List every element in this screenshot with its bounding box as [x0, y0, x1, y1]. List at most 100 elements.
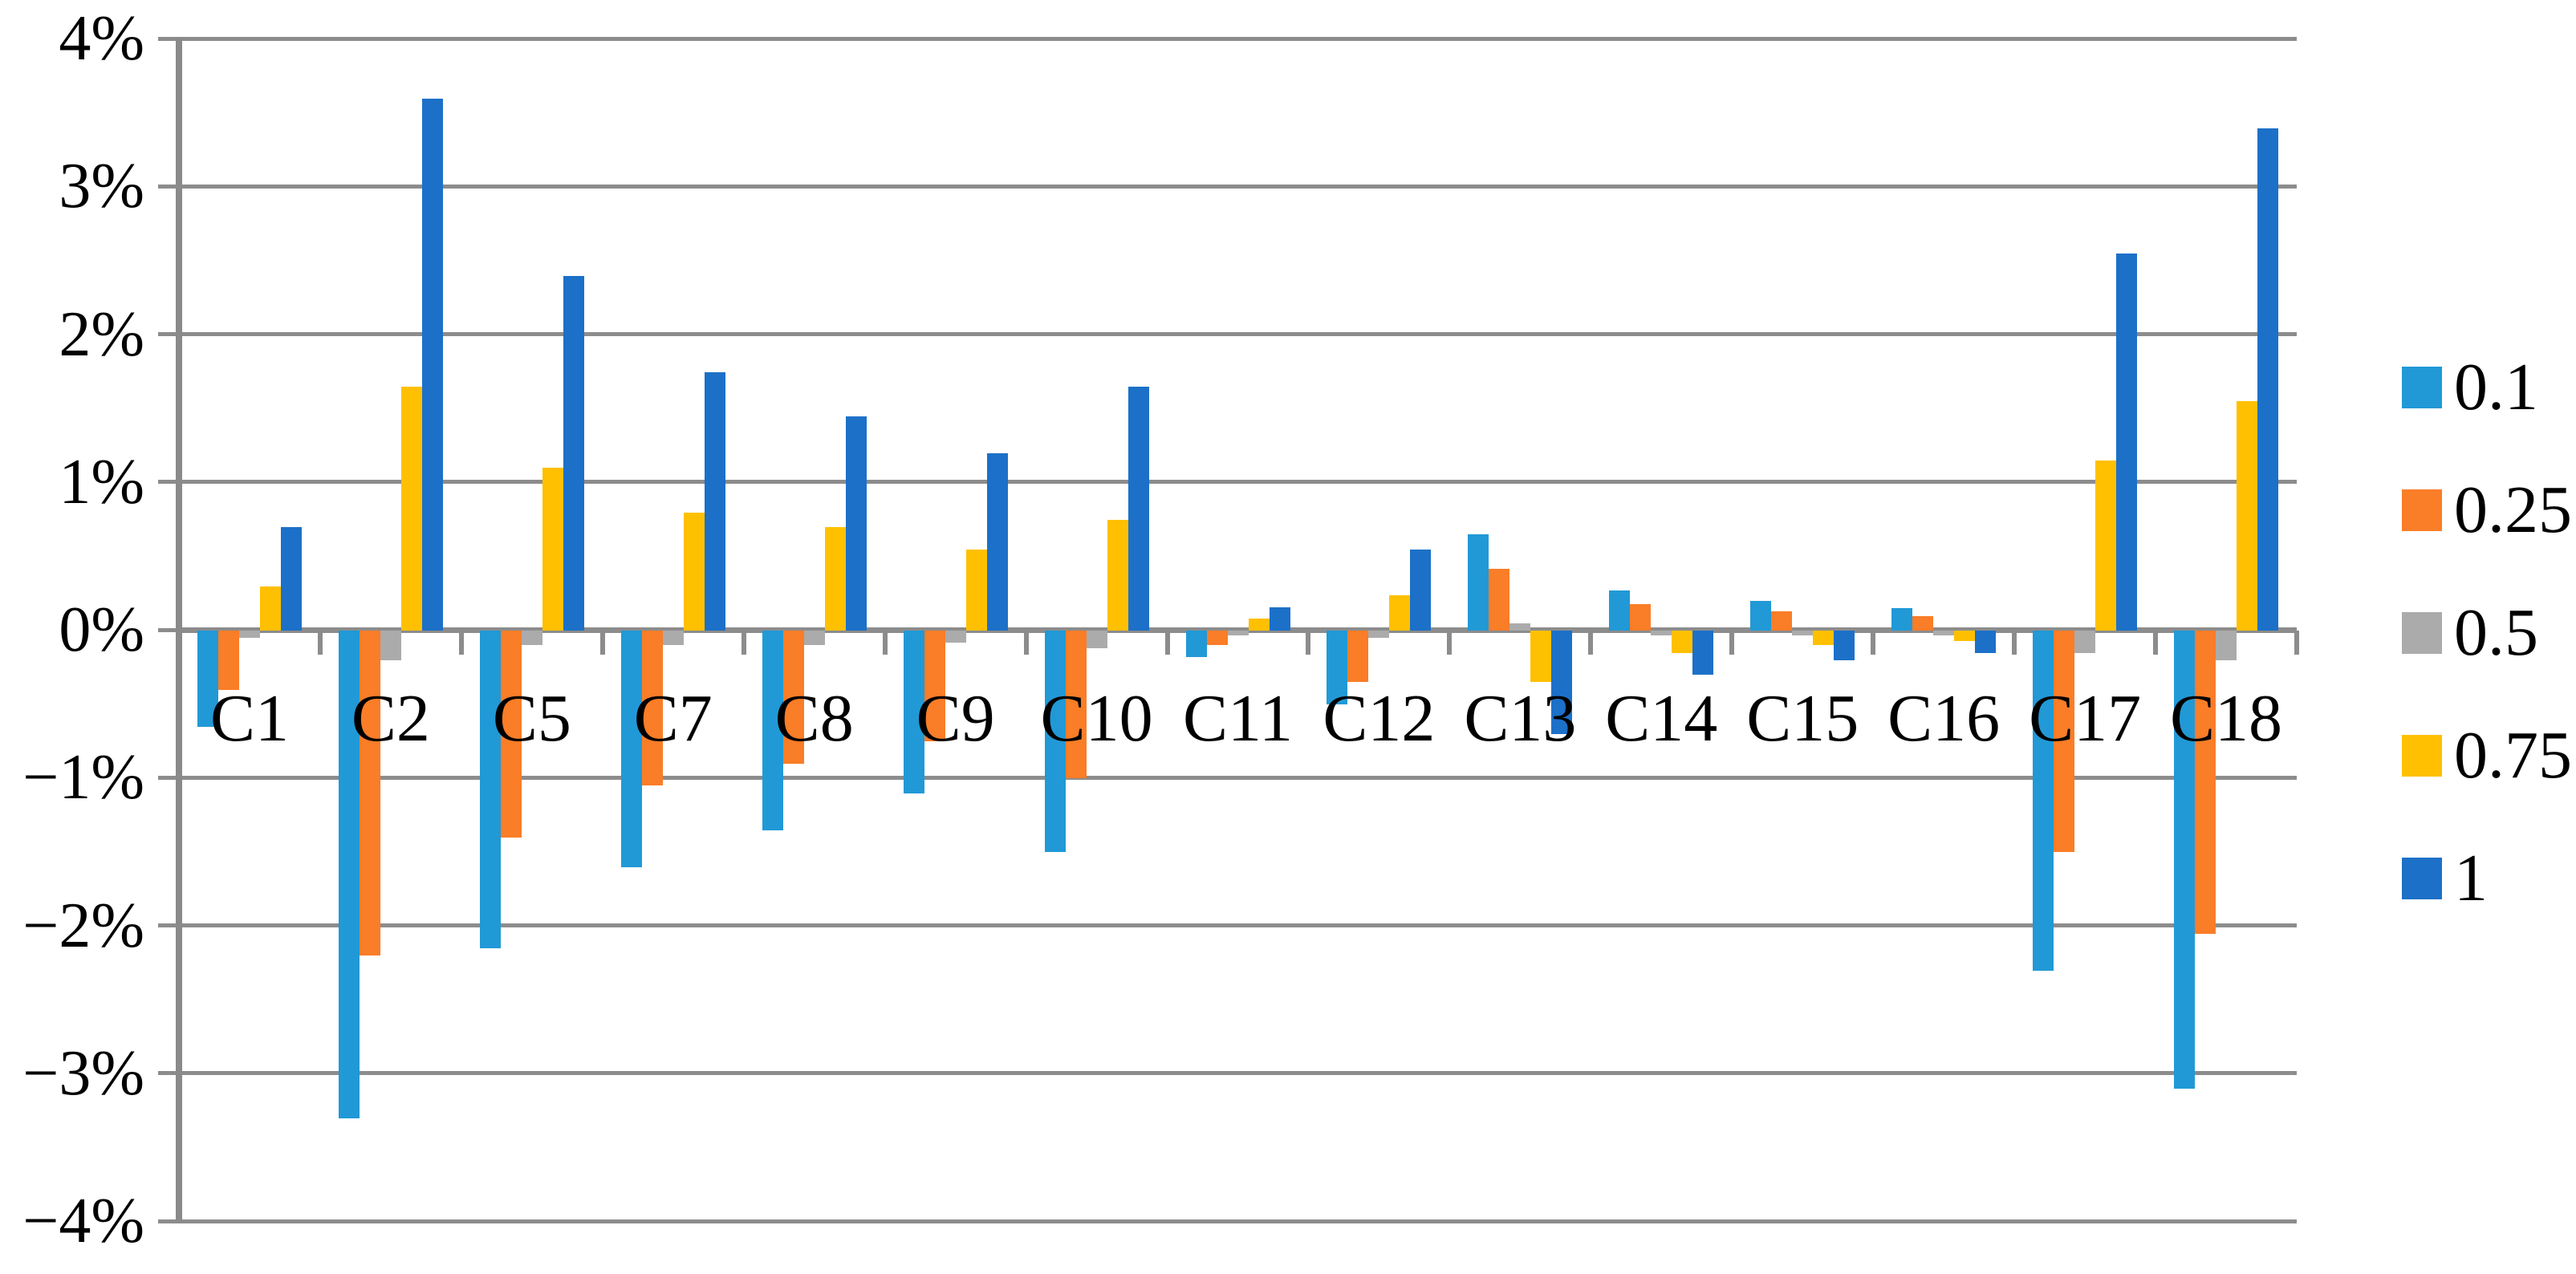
legend-swatch-icon — [2402, 612, 2442, 654]
bar-1-C11 — [1269, 607, 1290, 631]
bar-0.1-C2 — [338, 631, 360, 1119]
y-axis-label: −4% — [22, 1186, 144, 1256]
bar-0.1-C18 — [2174, 631, 2196, 1089]
bar-0.1-C11 — [1185, 631, 1207, 658]
gridline — [179, 1219, 2297, 1223]
bar-0.5-C12 — [1368, 631, 1390, 639]
x-axis-label: C5 — [492, 681, 571, 756]
y-axis-label: −2% — [22, 890, 144, 961]
bar-0.75-C18 — [2237, 401, 2258, 631]
bar-0.25-C5 — [500, 631, 522, 838]
x-axis-tick — [1729, 631, 1735, 655]
bar-0.1-C8 — [762, 631, 783, 830]
bar-1-C16 — [1975, 631, 1997, 653]
x-axis-tick — [317, 631, 323, 655]
bar-0.25-C18 — [2195, 631, 2216, 934]
bar-0.75-C11 — [1248, 619, 1270, 631]
bar-0.25-C12 — [1347, 631, 1369, 683]
bar-1-C10 — [1128, 386, 1149, 631]
x-axis-label: C12 — [1323, 681, 1436, 756]
bar-0.5-C9 — [945, 631, 966, 643]
bar-0.1-C12 — [1327, 631, 1348, 705]
legend-swatch-icon — [2402, 858, 2442, 899]
y-axis-tick — [158, 1219, 179, 1223]
y-axis-tick — [158, 923, 179, 927]
x-axis-tick — [1871, 631, 1876, 655]
y-axis-label: 2% — [59, 298, 144, 370]
bar-0.75-C17 — [2095, 461, 2117, 631]
bar-1-C18 — [2257, 128, 2279, 631]
legend-swatch-icon — [2402, 367, 2442, 408]
bar-0.25-C2 — [359, 631, 380, 956]
bar-0.5-C8 — [803, 631, 825, 646]
bar-1-C12 — [1410, 549, 1432, 631]
x-axis-tick — [2294, 631, 2299, 655]
bar-0.75-C5 — [542, 468, 563, 631]
bar-0.1-C5 — [479, 631, 501, 949]
bar-0.5-C13 — [1509, 623, 1531, 631]
bar-0.5-C7 — [662, 631, 684, 646]
bar-0.25-C16 — [1912, 615, 1934, 631]
bar-0.25-C10 — [1065, 631, 1087, 779]
y-axis-tick — [158, 480, 179, 485]
bar-0.25-C9 — [924, 631, 945, 742]
bar-0.1-C17 — [2033, 631, 2054, 971]
y-axis-label: −1% — [22, 742, 144, 813]
bar-0.75-C8 — [824, 527, 846, 631]
bar-0.5-C5 — [521, 631, 542, 646]
x-axis-label: C1 — [209, 681, 289, 756]
legend-label: 0.1 — [2454, 350, 2538, 424]
y-axis-label: 1% — [59, 446, 144, 517]
x-axis-label: C8 — [774, 681, 854, 756]
x-axis-label: C13 — [1464, 681, 1577, 756]
bar-1-C14 — [1692, 631, 1714, 676]
y-axis-line — [176, 39, 182, 1221]
gridline — [179, 480, 2297, 485]
bar-0.1-C10 — [1044, 631, 1066, 853]
x-axis-tick — [1447, 631, 1453, 655]
bar-0.1-C1 — [197, 631, 218, 727]
x-axis-label: C7 — [633, 681, 713, 756]
y-axis-label: −3% — [22, 1037, 144, 1109]
x-axis-tick — [882, 631, 888, 655]
bar-0.75-C9 — [965, 549, 987, 631]
legend: 0.1 0.25 0.5 0.75 1 — [2402, 0, 2576, 1274]
gridline — [179, 775, 2297, 780]
bar-0.25-C14 — [1630, 603, 1652, 631]
bar-0.75-C16 — [1954, 631, 1976, 641]
x-axis-label: C15 — [1746, 681, 1859, 756]
bar-0.75-C10 — [1107, 519, 1128, 631]
x-axis-tick — [1023, 631, 1029, 655]
y-axis-tick — [158, 184, 179, 189]
bar-1-C2 — [421, 98, 443, 631]
x-axis-label: C14 — [1605, 681, 1718, 756]
x-axis-label: C10 — [1040, 681, 1153, 756]
x-axis-label: C11 — [1183, 681, 1293, 756]
x-axis-tick — [599, 631, 605, 655]
bar-1-C7 — [704, 371, 725, 631]
legend-label: 0.75 — [2454, 718, 2572, 793]
bar-1-C17 — [2116, 254, 2138, 631]
x-axis-label: C17 — [2029, 681, 2142, 756]
bar-1-C1 — [280, 527, 302, 631]
x-axis-label: C16 — [1887, 681, 2001, 756]
gridline — [179, 1071, 2297, 1076]
bar-0.75-C7 — [683, 512, 705, 631]
y-axis-label: 0% — [59, 594, 144, 665]
x-axis-tick — [458, 631, 464, 655]
bar-0.1-C14 — [1609, 590, 1631, 631]
bar-1-C9 — [986, 452, 1008, 631]
bar-0.5-C11 — [1227, 631, 1249, 635]
bar-0.75-C14 — [1672, 631, 1693, 653]
bar-0.5-C2 — [380, 631, 401, 660]
bar-0.5-C1 — [238, 631, 260, 639]
legend-label: 0.5 — [2454, 595, 2538, 670]
bar-0.5-C18 — [2216, 631, 2237, 660]
x-axis-tick — [2153, 631, 2159, 655]
y-axis-label: 4% — [59, 3, 144, 74]
y-axis-tick — [158, 775, 179, 780]
bar-0.25-C8 — [782, 631, 804, 764]
x-axis-tick — [1306, 631, 1311, 655]
x-axis-tick — [2012, 631, 2017, 655]
